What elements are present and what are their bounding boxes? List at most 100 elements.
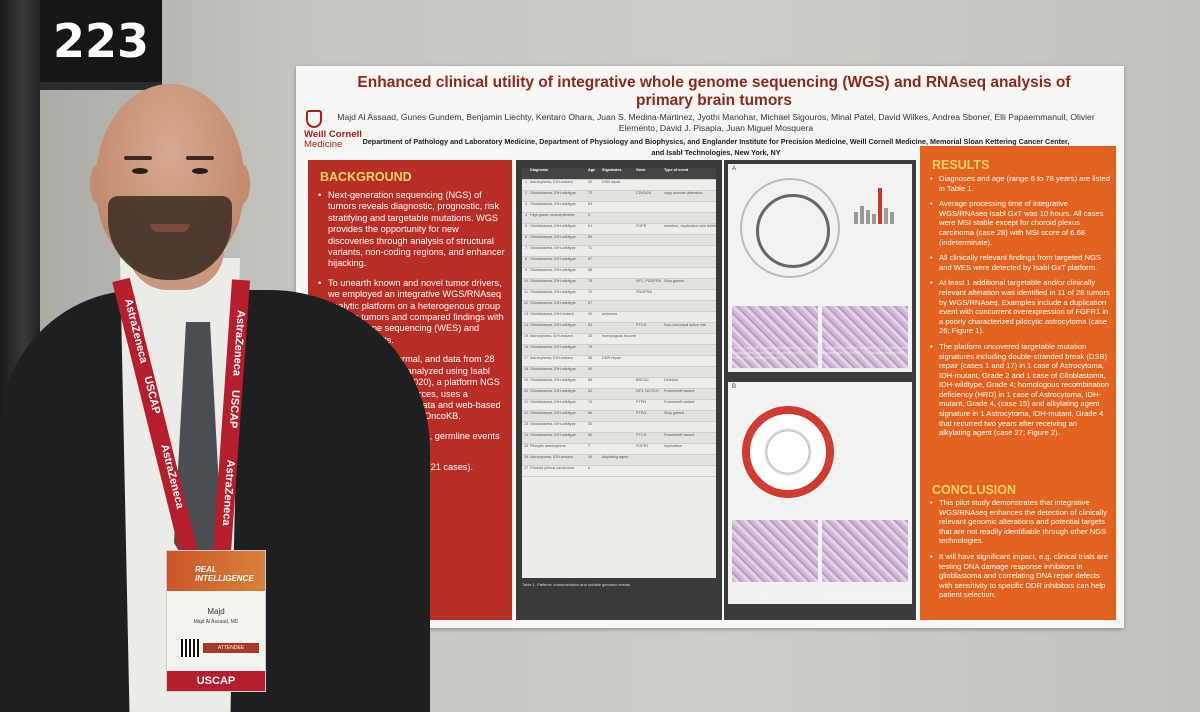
table-cell: 3 — [524, 202, 528, 206]
badge-role: ATTENDEE — [203, 643, 259, 653]
table-cell — [602, 268, 636, 278]
table-cell — [636, 246, 664, 256]
table-cell: Glioblastoma, IDH-wildtype — [530, 411, 576, 415]
table-cell — [664, 268, 716, 278]
table-row: 27 Choroid plexus carcinoma 6 — [522, 466, 716, 477]
table-cell: 24 — [523, 433, 529, 437]
table-cell — [664, 246, 716, 256]
table-cell: Glioblastoma, IDH-wildtype — [530, 367, 576, 371]
table-cell: 72 — [588, 191, 593, 195]
conclusion-bullets: This pilot study demonstrates that integ… — [930, 498, 1110, 606]
table-cell: Astrocytoma, IDH-mutant — [530, 356, 573, 360]
figure-1-caption: Figure 1. Case 26, pilocytic astrocytoma… — [728, 346, 912, 360]
table-cell: 6 — [588, 466, 591, 470]
qr-code-icon — [181, 639, 199, 657]
figure-2-caption: Figure 2. Case 27, Astrocytoma, IDH-muta… — [728, 584, 911, 598]
table-cell: Glioblastoma, IDH-wildtype — [530, 389, 576, 393]
figure-1-label: A — [732, 166, 737, 172]
badge-banner-bg — [167, 551, 265, 591]
badge-fullname: Majd Al Assaad, MD — [193, 619, 239, 625]
table-cell: 11 — [524, 290, 528, 294]
table-cell — [664, 213, 716, 223]
table-row: 24 Glioblastoma, IDH-wildtype 60 PTCH Frames… — [522, 433, 716, 444]
table-cell — [602, 213, 636, 223]
table-cell: PDGFRA — [636, 290, 652, 294]
table-cell: 32 — [588, 180, 593, 184]
poster-authors: Majd Al Assaad, Gunes Gundem, Benjamin L… — [337, 112, 1095, 133]
histology-image — [732, 306, 818, 368]
table-cell: 36 — [588, 356, 593, 360]
table-cell: 58 — [588, 268, 593, 272]
histology-image — [822, 306, 908, 368]
table-row: 10 Glioblastoma, IDH-wildtype 78 NF1, PDGFR… — [522, 279, 716, 290]
logo-line2: Medicine — [304, 139, 343, 150]
table-cell: Glioblastoma, IDH-wildtype — [530, 279, 576, 283]
histology-image — [732, 520, 818, 582]
poster-affiliations: Department of Pathology and Laboratory M… — [362, 137, 1070, 157]
table-cell: Astrocytoma, IDH-mutant — [530, 334, 573, 338]
table-cell — [664, 180, 716, 190]
table-cell: 7 — [524, 246, 528, 250]
table-row: 13 Glioblastoma, IDH-mutant 40 unknown — [522, 312, 716, 323]
table-cell: 9 — [588, 213, 591, 217]
table-cell: 21 — [523, 400, 529, 404]
table-cell: alkylating agent — [602, 455, 629, 459]
table-header-cell — [522, 168, 530, 179]
table-cell: 1 — [524, 180, 528, 184]
table-cell — [636, 334, 664, 344]
table-panel: Diagnosis Age Signatures Gene Type of event 1… — [516, 160, 722, 620]
table-cell: FGFR1 — [636, 444, 649, 448]
table-cell: Glioblastoma, IDH-wildtype — [530, 323, 576, 327]
table-cell: 26 — [523, 455, 529, 459]
figure-2-label: B — [732, 384, 737, 390]
figure-panel: A Figure 1. Case 26, pilocytic astrocyto… — [724, 160, 916, 620]
results-bullet: Average processing time of integrative W… — [930, 199, 1110, 247]
table-cell: NF1, NOTCH — [636, 389, 659, 393]
table-cell: Glioblastoma, IDH-wildtype — [530, 400, 576, 404]
table-cell: Stop gained — [664, 411, 685, 415]
name-badge: REAL INTELLIGENCE Majd Majd Al Assaad, M… — [166, 550, 266, 692]
table-cell — [602, 257, 636, 267]
table-row: 22 Glioblastoma, IDH-wildtype 66 PTEN Stop g… — [522, 411, 716, 422]
table-cell — [602, 290, 636, 300]
table-cell — [636, 466, 664, 476]
table-cell — [664, 466, 716, 476]
table-cell: 40 — [588, 312, 593, 316]
table-cell: 8 — [524, 257, 528, 261]
table-cell: PTEN — [636, 411, 647, 415]
table-row: 7 Glioblastoma, IDH-wildtype 71 — [522, 246, 716, 257]
table-cell: 27 — [523, 466, 529, 470]
table-cell: 64 — [588, 202, 593, 206]
table-cell — [636, 301, 664, 311]
results-bullet: All clinically relevant findings from ta… — [930, 253, 1110, 272]
table-cell: 12 — [523, 301, 529, 305]
table-row: 25 Pilocytic astrocytoma 7 FGFR1 duplication — [522, 444, 716, 455]
table-row: 4 High grade neuroepithelial 9 — [522, 213, 716, 224]
table-cell: 19 — [523, 378, 529, 382]
table-cell — [602, 301, 636, 311]
table-cell — [602, 389, 636, 399]
table-cell — [664, 202, 716, 212]
table-cell: 2 — [524, 191, 528, 195]
histology-image — [822, 520, 908, 582]
table-cell: 67 — [588, 257, 593, 261]
table-cell: 20 — [523, 389, 529, 393]
table-cell: 34 — [588, 455, 593, 459]
eye — [192, 168, 208, 174]
table-cell: 33 — [588, 334, 593, 338]
table-cell: unknown — [602, 312, 618, 316]
table-cell — [636, 202, 664, 212]
figure-1: A — [728, 164, 912, 372]
table-cell — [602, 378, 636, 388]
table-row: 15 Astrocytoma, IDH-mutant 33 homologous re… — [522, 334, 716, 345]
table-cell — [602, 411, 636, 421]
table-row: 23 Glioblastoma, IDH-wildtype 53 — [522, 422, 716, 433]
results-bullet: At least 1 additional targetable and/or … — [930, 278, 1110, 336]
badge-footer: USCAP — [167, 671, 265, 691]
table-cell: 62 — [588, 389, 593, 393]
table-row: 8 Glioblastoma, IDH-wildtype 67 — [522, 257, 716, 268]
table-cell — [664, 334, 716, 344]
table-cell: Pilocytic astrocytoma — [530, 444, 566, 448]
conclusion-bullet: It will have significant impact, e.g. cl… — [930, 552, 1110, 600]
table-cell: insertion, duplication and deletion — [664, 224, 716, 228]
